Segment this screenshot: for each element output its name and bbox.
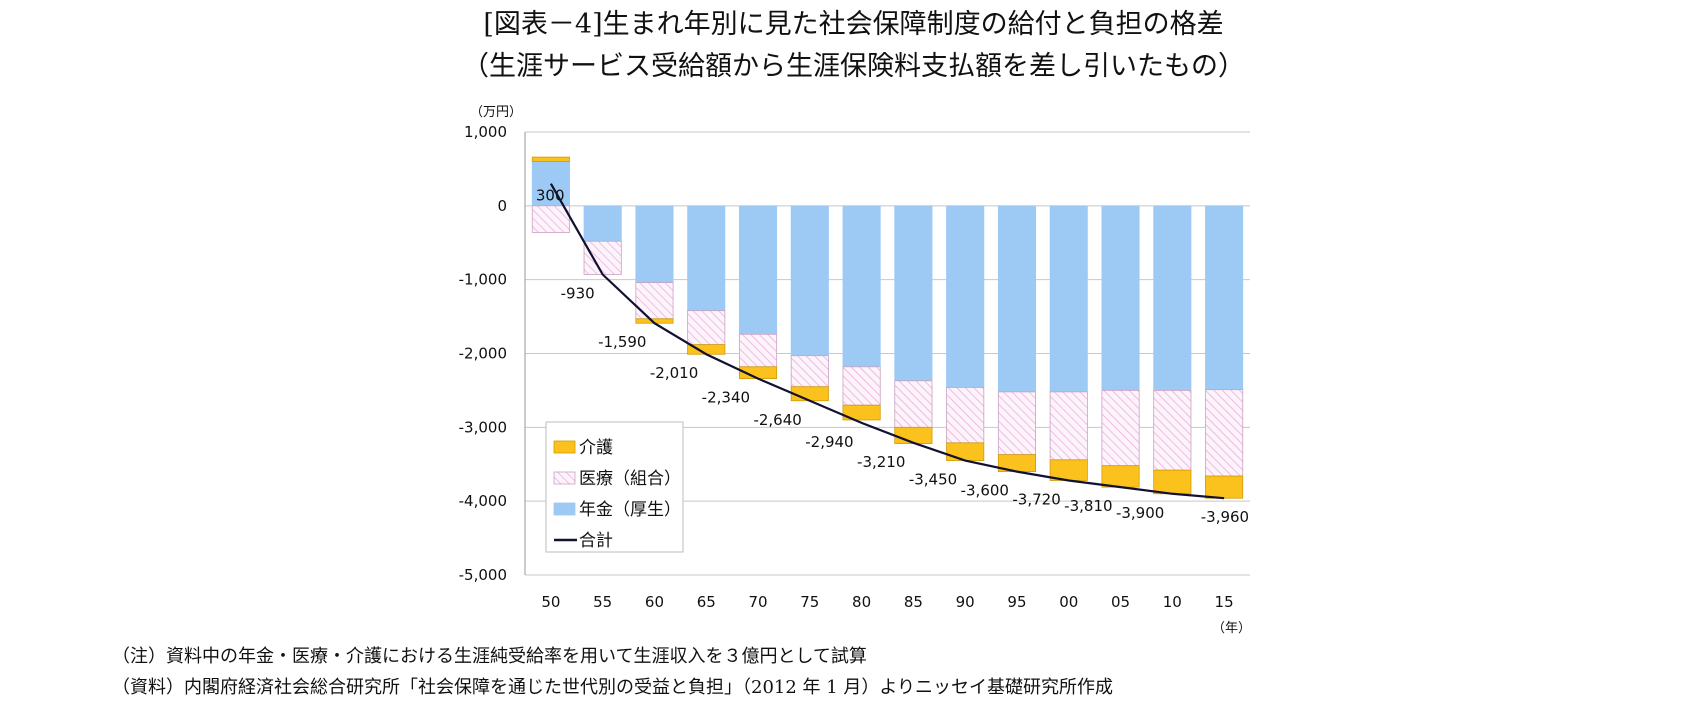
legend-label: 医療（組合）: [579, 469, 681, 489]
x-tick-label: 15: [1215, 593, 1234, 611]
bar-medical-50: [531, 205, 570, 233]
legend-swatch-pension: [553, 502, 576, 516]
data-label-total: -930: [561, 284, 595, 302]
x-tick-label: 60: [645, 593, 664, 611]
bar-pension-80: [842, 205, 881, 368]
bar-pension-95: [997, 205, 1037, 393]
bar-care-80: [842, 404, 881, 421]
y-tick-label: 0: [497, 197, 507, 215]
data-label-total: -2,340: [702, 389, 750, 407]
data-label-total: -3,960: [1201, 508, 1249, 526]
bar-pension-55: [583, 205, 622, 242]
x-tick-label: 75: [800, 593, 819, 611]
bar-care-75: [790, 386, 829, 402]
data-label-total: 300: [536, 187, 565, 205]
legend-swatch-care: [553, 440, 576, 454]
x-tick-label: 70: [748, 593, 767, 611]
bar-medical-10: [1153, 390, 1192, 471]
data-label-total: -3,720: [1012, 490, 1060, 508]
bar-pension-65: [687, 205, 726, 312]
legend-swatch-medical: [553, 471, 576, 485]
y-tick-label: 1,000: [464, 123, 507, 141]
x-tick-label: 85: [904, 593, 923, 611]
bar-pension-00: [1049, 205, 1088, 393]
y-tick-label: -3,000: [459, 418, 507, 436]
bar-pension-15: [1205, 205, 1244, 391]
x-tick-label: 65: [697, 593, 716, 611]
legend-label: 介護: [579, 438, 613, 458]
bar-medical-55: [583, 240, 622, 275]
data-label-total: -3,600: [961, 482, 1009, 500]
bar-medical-95: [997, 391, 1037, 456]
y-tick-label: -5,000: [459, 566, 507, 584]
bar-medical-15: [1205, 389, 1244, 477]
bar-medical-00: [1049, 391, 1088, 461]
x-tick-label: 00: [1059, 593, 1078, 611]
legend-label: 合計: [579, 531, 613, 551]
legend-label: 年金（厚生）: [579, 500, 681, 520]
bar-pension-10: [1153, 205, 1192, 391]
x-tick-label: 55: [593, 593, 612, 611]
y-tick-label: -2,000: [459, 345, 507, 363]
x-tick-label: 90: [956, 593, 975, 611]
bar-medical-80: [842, 366, 881, 406]
bar-care-10: [1153, 469, 1192, 495]
bar-medical-65: [687, 310, 726, 346]
bar-medical-05: [1101, 390, 1140, 467]
data-label-total: -3,900: [1116, 504, 1164, 522]
data-label-total: -2,010: [650, 364, 698, 382]
data-label-total: -3,810: [1064, 497, 1112, 515]
bar-medical-75: [790, 355, 829, 388]
x-tick-label: 05: [1111, 593, 1130, 611]
chart-title: [図表－4]生まれ年別に見た社会保障制度の給付と負担の格差: [483, 9, 1224, 40]
data-label-total: -2,940: [805, 433, 853, 451]
bar-medical-60: [635, 282, 674, 320]
bar-care-90: [946, 442, 985, 461]
data-label-total: -1,590: [598, 333, 646, 351]
x-tick-label: 10: [1163, 593, 1182, 611]
footnote-source: （資料）内閣府経済社会総合研究所「社会保障を通じた世代別の受益と負担」（2012…: [112, 677, 1114, 698]
x-tick-label: 80: [852, 593, 871, 611]
footnote-note: （注）資料中の年金・医療・介護における生涯純受給率を用いて生涯収入を３億円として…: [112, 646, 867, 667]
data-label-total: -3,450: [909, 471, 957, 489]
bar-pension-05: [1101, 205, 1140, 391]
bar-pension-70: [738, 205, 778, 335]
total-line: [549, 183, 1225, 500]
x-tick-label: 50: [541, 593, 560, 611]
bar-medical-70: [738, 333, 778, 368]
bar-medical-85: [894, 380, 933, 428]
bar-medical-90: [946, 387, 985, 444]
x-axis-unit: （年）: [1212, 621, 1251, 636]
y-axis-unit: （万円）: [470, 105, 522, 120]
data-label-total: -3,210: [857, 453, 905, 471]
y-tick-label: -4,000: [459, 492, 507, 510]
bar-pension-60: [635, 205, 674, 284]
y-tick-label: -1,000: [459, 271, 507, 289]
bar-care-05: [1101, 465, 1140, 488]
bar-pension-85: [894, 205, 933, 382]
bar-pension-75: [790, 205, 829, 357]
x-tick-label: 95: [1007, 593, 1026, 611]
bar-care-50: [531, 156, 570, 162]
bar-care-15: [1205, 475, 1244, 499]
chart-subtitle: （生涯サービス受給額から生涯保険料支払額を差し引いたもの）: [462, 51, 1245, 82]
data-label-total: -2,640: [753, 411, 801, 429]
bar-pension-90: [946, 205, 985, 388]
bar-care-85: [894, 426, 933, 444]
